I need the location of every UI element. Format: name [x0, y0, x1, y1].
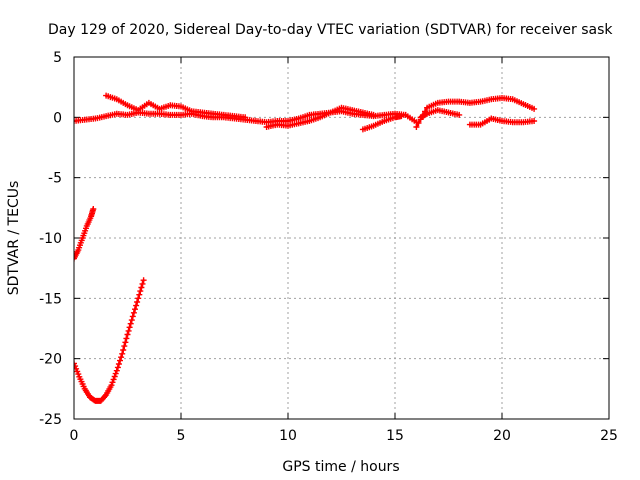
data-point [123, 335, 130, 342]
data-point [133, 302, 140, 309]
data-point [121, 343, 128, 350]
data-point [120, 347, 127, 353]
data-point [398, 113, 405, 120]
data-point [74, 360, 77, 367]
data-point [531, 118, 538, 124]
data-point [111, 373, 118, 380]
x-tick-label: 10 [279, 428, 297, 444]
data-point [415, 120, 422, 127]
series-arc-late-upper [413, 95, 538, 130]
x-tick-label: 20 [493, 428, 511, 444]
data-point [134, 299, 141, 305]
x-tick-label: 25 [600, 428, 618, 444]
data-point [140, 277, 147, 284]
x-axis-label: GPS time / hours [282, 459, 399, 475]
data-point [138, 284, 145, 291]
data-point [242, 114, 249, 121]
data-point [113, 367, 120, 374]
series-arc-steep-rise [74, 206, 97, 262]
data-point [413, 124, 420, 130]
y-tick-label: -15 [39, 291, 62, 307]
data-point [129, 313, 136, 320]
data-point [112, 370, 119, 377]
data-point [130, 309, 137, 316]
data-point [124, 331, 131, 338]
data-point [117, 357, 123, 364]
data-point [126, 324, 133, 331]
x-ticks: 0 5 10 15 20 25 [70, 57, 618, 444]
y-tick-label: -25 [39, 412, 62, 428]
data-point [115, 361, 122, 367]
data-point [74, 255, 77, 262]
plot-series [74, 92, 538, 404]
data-point [135, 295, 142, 302]
x-tick-label: 15 [386, 428, 404, 444]
series-arc-near-zero-gap [359, 113, 405, 133]
data-point [90, 206, 97, 212]
y-tick-label: -20 [39, 352, 62, 368]
data-point [119, 350, 126, 357]
data-point [128, 317, 135, 324]
x-tick-label: 0 [70, 428, 79, 444]
data-point [370, 111, 377, 118]
data-point [531, 105, 538, 112]
data-point [136, 291, 143, 298]
chart-title: Day 129 of 2020, Sidereal Day-to-day VTE… [48, 22, 613, 38]
series-arc-near-zero-upper [103, 92, 249, 121]
data-point [110, 376, 117, 383]
data-point [102, 393, 108, 400]
data-point [108, 382, 115, 389]
series-arc-late-mid [417, 107, 463, 121]
plot-frame [73, 56, 610, 420]
y-tick-label: -10 [39, 231, 62, 247]
data-point [139, 280, 146, 287]
y-tick-label: 5 [53, 50, 62, 66]
y-axis-label: SDTVAR / TECUs [6, 181, 22, 296]
data-point [456, 111, 463, 118]
series-arc-late-lower [466, 115, 538, 128]
y-tick-label: 0 [53, 110, 62, 126]
data-point [125, 327, 132, 334]
data-point [114, 364, 121, 371]
data-point [109, 379, 116, 386]
data-point [118, 354, 125, 361]
data-point [132, 306, 138, 313]
data-point [122, 339, 129, 346]
series-arc-deep-u [74, 277, 147, 404]
y-tick-label: -5 [48, 171, 62, 187]
data-point [137, 288, 144, 295]
series-arc-near-zero-lower [263, 104, 377, 130]
x-tick-label: 5 [177, 428, 186, 444]
data-point [127, 320, 134, 327]
